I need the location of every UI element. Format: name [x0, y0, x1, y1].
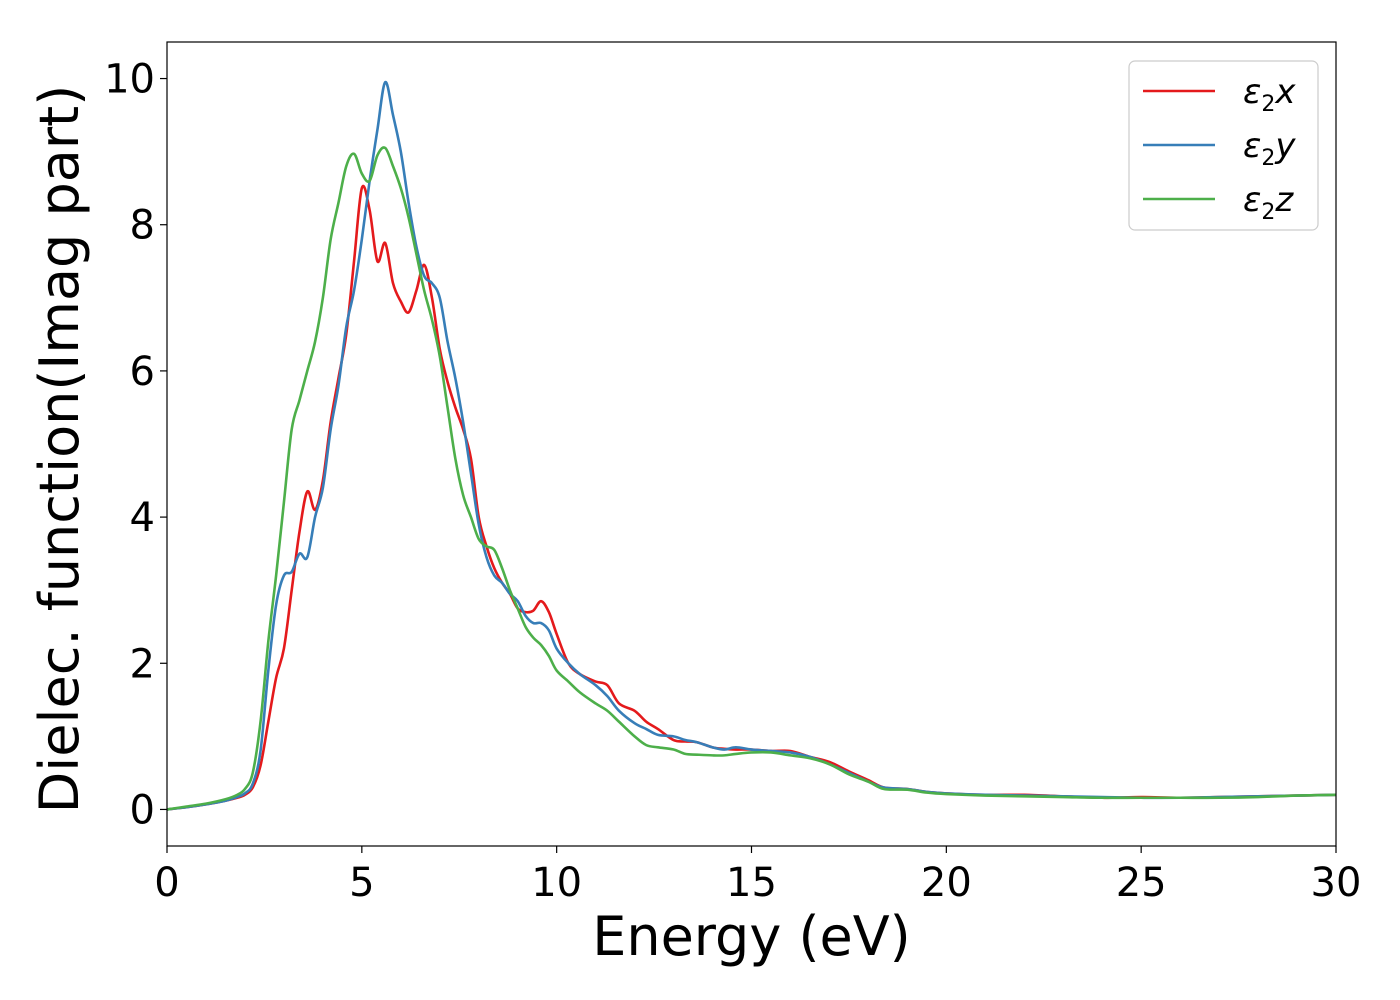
x-axis: 0 5 10 15 20 25 30 — [154, 846, 1361, 906]
y-axis: 0 2 4 6 8 10 — [104, 57, 167, 833]
y-tick-label: 10 — [104, 57, 155, 103]
x-axis-label: Energy (eV) — [592, 905, 911, 968]
y-tick-label: 8 — [130, 203, 155, 249]
legend-label: ε2y — [1243, 126, 1296, 171]
x-tick-label: 25 — [1116, 860, 1167, 906]
legend-label: ε2x — [1243, 72, 1296, 117]
x-tick-label: 30 — [1311, 860, 1362, 906]
x-tick-label: 15 — [726, 860, 777, 906]
series-lines — [167, 80, 1336, 811]
y-tick-label: 0 — [130, 787, 155, 833]
y-tick-label: 2 — [130, 641, 155, 687]
y-tick-label: 4 — [130, 495, 155, 541]
x-tick-label: 20 — [921, 860, 972, 906]
legend-label: ε2z — [1243, 180, 1294, 225]
x-tick-label: 5 — [349, 860, 374, 906]
legend: ε2x ε2y ε2z — [1128, 60, 1319, 231]
y-tick-label: 6 — [130, 349, 155, 395]
x-tick-label: 10 — [531, 860, 582, 906]
legend-box — [1128, 60, 1319, 231]
series-line-z — [167, 146, 1336, 811]
series-line-x — [167, 184, 1336, 811]
y-axis-label: Dielec. function(Imag part) — [28, 85, 91, 814]
x-tick-label: 0 — [154, 860, 179, 906]
